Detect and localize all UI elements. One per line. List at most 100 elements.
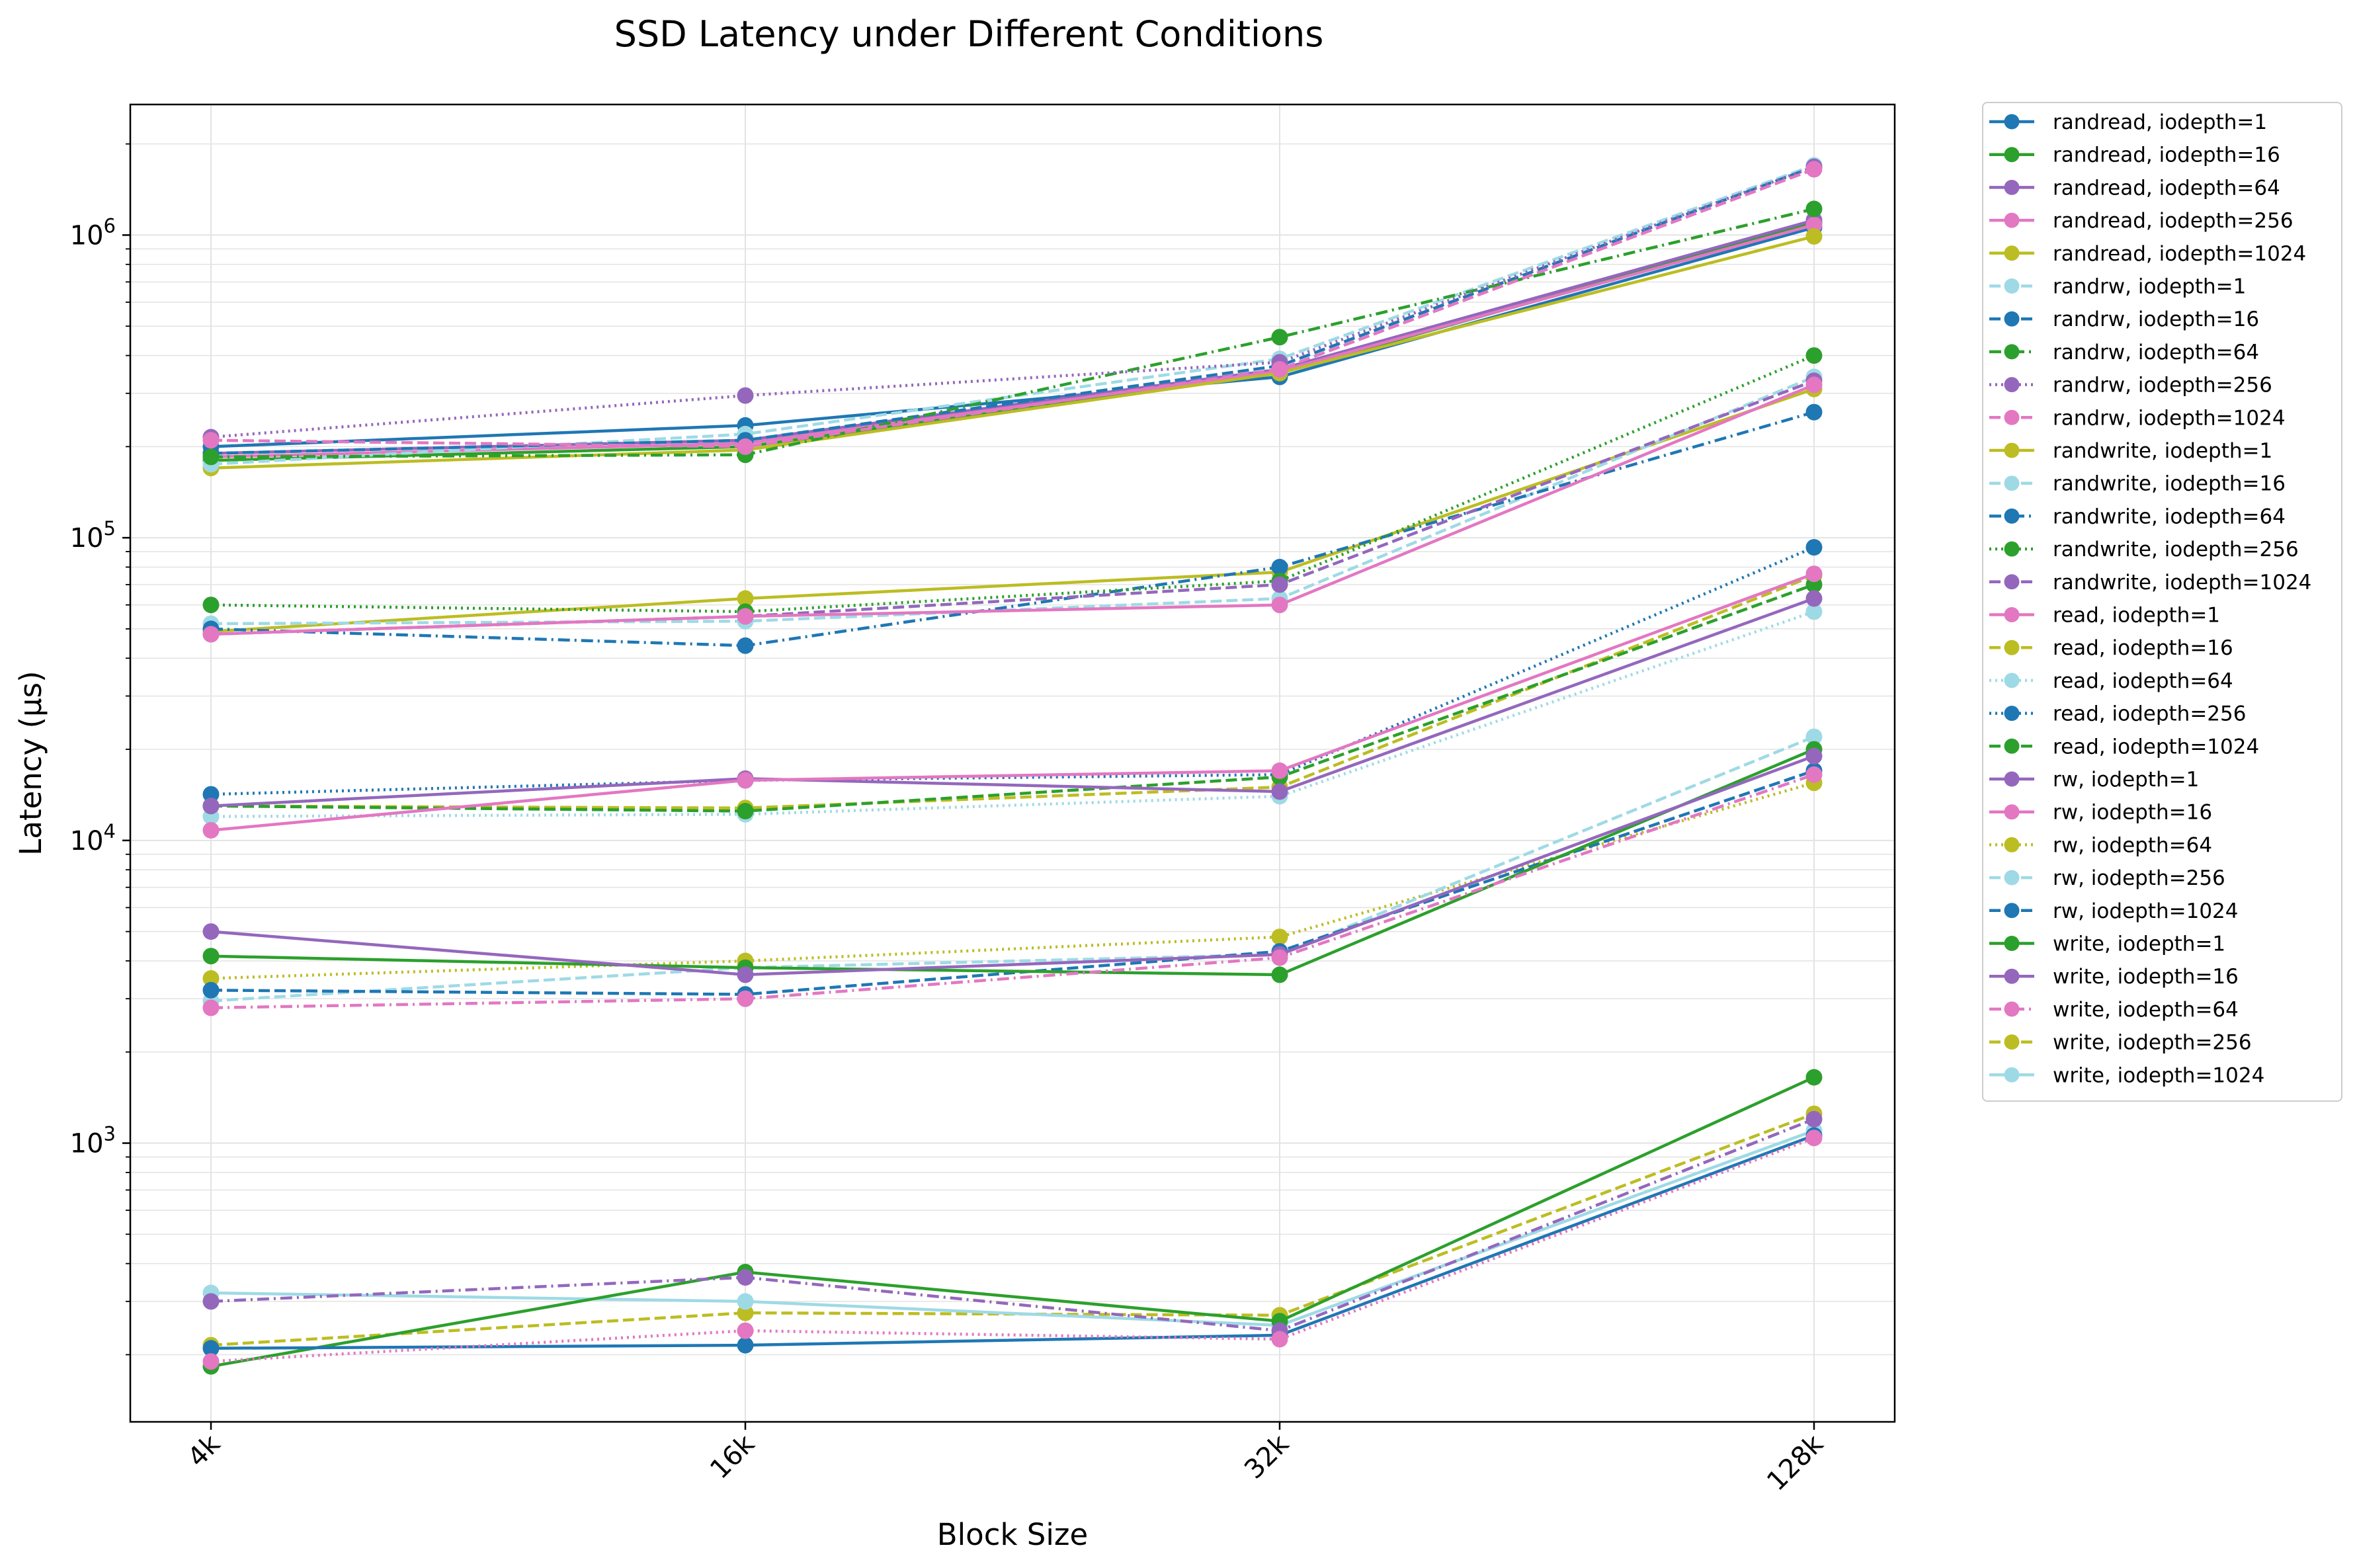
data-point <box>1805 403 1823 421</box>
legend-item: read, iodepth=256 <box>1989 702 2246 726</box>
series <box>202 1130 1823 1370</box>
data-point <box>1271 329 1288 346</box>
series <box>202 766 1823 1016</box>
data-point <box>1805 347 1823 364</box>
data-point <box>202 948 220 965</box>
series-line <box>210 1129 1815 1327</box>
legend-item: read, iodepth=1024 <box>1989 735 2259 759</box>
data-point <box>202 923 220 940</box>
legend-marker <box>2004 968 2020 984</box>
legend-label: randread, iodepth=1 <box>2053 110 2267 134</box>
data-point <box>1271 597 1288 614</box>
legend-item: randrw, iodepth=16 <box>1989 308 2259 331</box>
legend-label: randread, iodepth=64 <box>2053 176 2280 200</box>
legend-label: rw, iodepth=256 <box>2053 866 2225 890</box>
data-point <box>202 822 220 839</box>
legend-marker <box>2004 640 2020 655</box>
legend-label: read, iodepth=1 <box>2053 604 2220 628</box>
data-point <box>202 1293 220 1310</box>
legend-label: randrw, iodepth=1 <box>2053 275 2246 299</box>
legend-item: write, iodepth=64 <box>1989 998 2239 1022</box>
series-line <box>210 1075 1815 1368</box>
legend-label: randrw, iodepth=256 <box>2053 374 2272 397</box>
data-point <box>1805 227 1823 245</box>
legend-label: randrw, iodepth=1024 <box>2053 406 2286 430</box>
data-point <box>1805 216 1823 233</box>
legend-marker <box>2004 738 2020 754</box>
legend-marker <box>2004 114 2020 130</box>
data-point <box>737 966 754 983</box>
legend-box <box>1982 102 2342 1102</box>
legend-marker <box>2004 870 2020 886</box>
series-line <box>210 218 1815 455</box>
legend-item: read, iodepth=16 <box>1989 636 2233 660</box>
legend-item: randwrite, iodepth=1 <box>1989 439 2272 463</box>
series-line <box>210 735 1815 1003</box>
data-point <box>202 999 220 1016</box>
x-axis-label: Block Size <box>937 1517 1088 1552</box>
legend-label: write, iodepth=1 <box>2053 932 2225 956</box>
y-tick-label: 105 <box>70 517 116 554</box>
data-point <box>202 432 220 449</box>
legend-label: randwrite, iodepth=256 <box>2053 538 2299 561</box>
plot-frame <box>129 103 1896 1423</box>
legend-item: read, iodepth=1 <box>1989 604 2220 628</box>
series-line <box>210 773 1815 1010</box>
series-line <box>210 383 1815 636</box>
legend-item: randrw, iodepth=64 <box>1989 341 2259 364</box>
data-point <box>202 448 220 466</box>
series-line <box>210 235 1815 470</box>
data-point <box>1271 966 1288 983</box>
legend-marker <box>2004 1067 2020 1083</box>
legend-label: randrw, iodepth=16 <box>2053 308 2259 331</box>
legend-label: write, iodepth=256 <box>2053 1031 2252 1055</box>
legend-label: randread, iodepth=256 <box>2053 209 2293 233</box>
data-point <box>202 1340 220 1357</box>
legend-label: write, iodepth=64 <box>2053 998 2239 1022</box>
legend-marker <box>2004 409 2020 425</box>
series-line <box>210 165 1815 439</box>
legend-marker <box>2004 936 2020 951</box>
legend-label: randwrite, iodepth=16 <box>2053 472 2286 496</box>
y-axis-label: Latency (µs) <box>13 671 48 855</box>
legend-item: read, iodepth=64 <box>1989 669 2233 693</box>
legend-label: read, iodepth=256 <box>2053 702 2246 726</box>
legend-marker <box>2004 541 2020 557</box>
legend-item: rw, iodepth=256 <box>1989 866 2225 890</box>
data-point <box>1271 762 1288 779</box>
y-tick-label: 106 <box>70 214 116 251</box>
legend-marker <box>2004 804 2020 820</box>
legend-label: randwrite, iodepth=1024 <box>2053 571 2311 595</box>
legend-item: randwrite, iodepth=16 <box>1989 472 2286 496</box>
legend-marker <box>2004 442 2020 458</box>
legend-label: read, iodepth=64 <box>2053 669 2233 693</box>
legend-label: write, iodepth=1024 <box>2053 1063 2264 1087</box>
data-point <box>1805 200 1823 218</box>
legend-item: randrw, iodepth=1 <box>1989 275 2246 299</box>
data-point <box>737 590 754 607</box>
data-point <box>1805 376 1823 393</box>
legend-marker <box>2004 344 2020 360</box>
chart-title: SSD Latency under Different Conditions <box>614 13 1324 55</box>
legend-label: randread, iodepth=16 <box>2053 144 2280 167</box>
data-point <box>1805 728 1823 745</box>
data-point <box>202 786 220 803</box>
legend-marker <box>2004 771 2020 787</box>
legend-item: rw, iodepth=64 <box>1989 833 2212 857</box>
series-line <box>210 1118 1815 1333</box>
legend-label: randrw, iodepth=64 <box>2053 341 2259 364</box>
data-point <box>1271 783 1288 800</box>
legend-item: randread, iodepth=16 <box>1989 144 2280 167</box>
data-point <box>737 608 754 625</box>
data-point <box>1805 1069 1823 1086</box>
legend: randread, iodepth=1 randread, iodepth=16 r… <box>1982 102 2342 1102</box>
series-line <box>210 572 1815 832</box>
series-line <box>210 610 1815 818</box>
data-point <box>1271 928 1288 946</box>
legend-marker <box>2004 1034 2020 1050</box>
legend-marker <box>2004 278 2020 294</box>
series-line <box>210 755 1815 977</box>
data-point <box>737 1304 754 1321</box>
legend-item: randwrite, iodepth=64 <box>1989 505 2286 528</box>
legend-label: randwrite, iodepth=64 <box>2053 505 2286 528</box>
